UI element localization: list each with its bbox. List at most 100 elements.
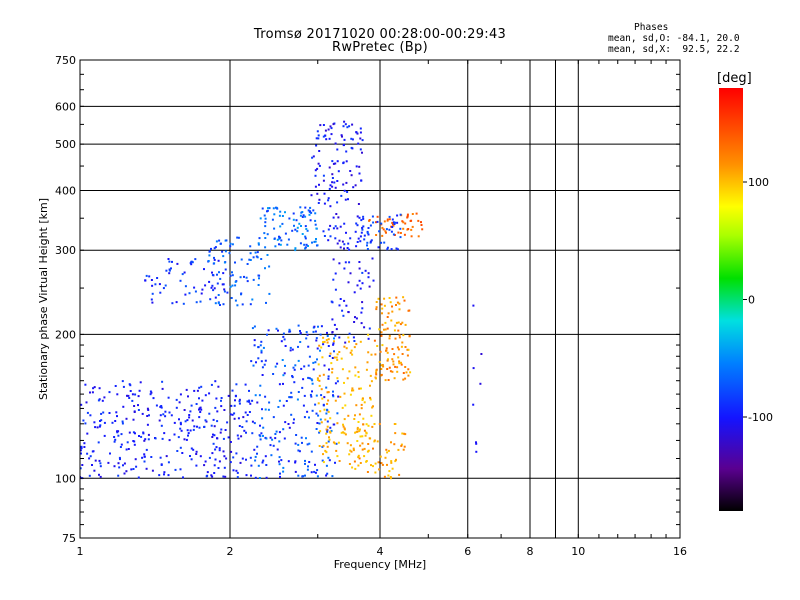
data-point [317,414,320,417]
data-point [360,407,363,410]
data-point [100,419,103,422]
data-point [361,442,364,445]
data-point [391,348,394,350]
data-point [318,344,321,347]
data-point [355,317,358,320]
data-point [200,408,203,411]
data-point [257,357,260,360]
data-point [184,285,187,288]
data-point [367,333,370,336]
data-point [271,218,274,221]
data-point [381,463,384,466]
data-point [278,456,281,459]
data-point [316,358,318,361]
data-point [279,472,281,475]
data-point [258,394,261,397]
data-point [308,377,311,380]
data-point [388,228,391,231]
data-point [289,346,292,349]
data-point [168,272,171,275]
data-point [215,446,218,449]
data-point [359,148,362,151]
data-point [114,420,117,422]
data-point [340,431,343,434]
data-point [117,430,120,433]
data-point [358,267,361,270]
data-point [116,393,119,396]
data-point [318,150,321,152]
data-point [208,412,211,415]
data-point [321,356,324,359]
data-point [266,333,268,336]
data-point [205,475,208,478]
data-point [331,371,334,374]
data-point [300,367,303,370]
data-point [376,220,379,223]
data-point [86,452,89,455]
data-point [134,458,137,461]
data-point [278,460,280,463]
data-point [158,474,161,477]
data-point [366,248,369,250]
data-point [164,415,167,418]
data-point [249,252,252,255]
data-point [336,148,339,151]
data-point [248,258,251,261]
data-point [204,394,207,397]
data-point [331,475,334,478]
data-point [395,321,398,324]
data-point [315,144,318,147]
data-point [193,389,196,392]
data-point [316,167,319,170]
data-point [253,344,256,347]
data-point [300,211,303,214]
data-point [344,261,347,264]
data-point [384,328,387,331]
data-point [316,377,319,380]
data-point [118,466,121,469]
data-point [198,386,201,389]
data-point [303,243,306,246]
data-point [301,386,304,389]
data-point [141,412,144,415]
data-point [329,235,332,238]
data-point [359,340,362,343]
data-point [150,298,153,301]
x-tick-label: 6 [464,545,471,558]
data-point [334,288,337,291]
data-point [109,452,111,455]
data-point [278,214,281,217]
data-point [318,198,321,201]
data-point [358,413,361,416]
data-point [411,213,414,215]
data-point [142,432,145,435]
data-point [185,388,188,391]
data-point [323,396,326,399]
data-point [176,450,179,452]
data-point [179,421,182,424]
data-point [154,437,157,440]
data-point [162,287,165,290]
data-point [355,245,358,248]
data-point [255,361,257,364]
data-point [167,461,170,464]
data-point [227,436,230,439]
data-point [267,408,270,411]
data-point [151,469,154,472]
data-point [331,318,334,321]
data-point [236,434,239,437]
data-point [217,259,220,262]
data-point [395,247,398,250]
data-point [309,206,312,209]
data-point [163,473,165,476]
data-point [404,222,407,225]
data-point [397,448,400,451]
data-point [150,456,153,458]
data-point [312,330,315,333]
data-point [170,267,172,270]
data-point [407,374,410,377]
data-point [330,133,333,136]
data-point [349,444,352,447]
data-point [256,401,259,404]
data-point [397,231,400,234]
